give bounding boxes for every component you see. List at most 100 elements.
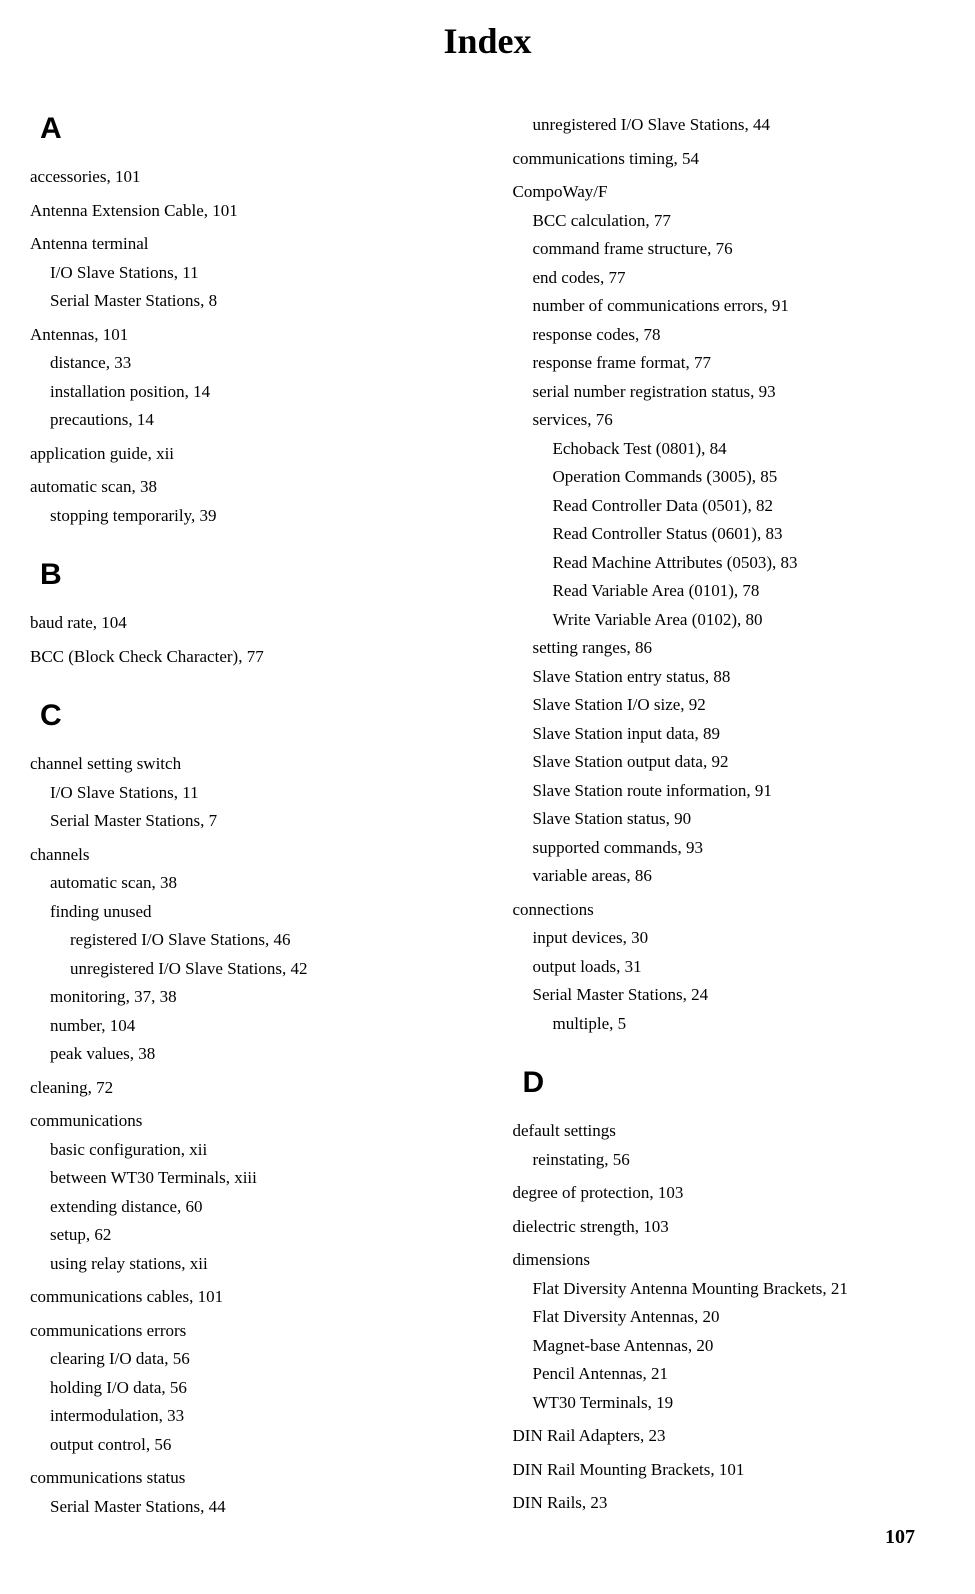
entry-term: dimensions <box>513 1250 590 1269</box>
entry-term: BCC (Block Check Character) <box>30 647 238 666</box>
entry-pages: 84 <box>710 439 727 458</box>
entry-pages: 14 <box>193 382 210 401</box>
entry-group: default settingsreinstating, 56 <box>513 1118 946 1172</box>
entry-separator: , <box>701 439 710 458</box>
entry-separator: , <box>152 873 161 892</box>
index-entry: using relay stations, xii <box>50 1251 463 1277</box>
entry-separator: , <box>164 1349 173 1368</box>
entry-separator: , <box>626 638 635 657</box>
index-entry: Slave Station entry status, 88 <box>533 664 946 690</box>
entry-pages: 39 <box>200 506 217 525</box>
entry-term: Antenna terminal <box>30 234 149 253</box>
index-entry: I/O Slave Stations, 11 <box>50 260 463 286</box>
entry-group: communications timing, 54 <box>513 146 946 172</box>
entry-pages: 24 <box>691 985 708 1004</box>
entry-pages: 86 <box>635 866 652 885</box>
entry-pages: 21 <box>651 1364 668 1383</box>
entry-term: Flat Diversity Antenna Mounting Brackets <box>533 1279 823 1298</box>
entry-term: Slave Station entry status <box>533 667 705 686</box>
index-entry: stopping temporarily, 39 <box>50 503 463 529</box>
entry-term: Slave Station route information <box>533 781 747 800</box>
entry-pages: xiii <box>234 1168 257 1187</box>
index-entry: cleaning, 72 <box>30 1075 463 1101</box>
entry-pages: 78 <box>643 325 660 344</box>
index-entry: response frame format, 77 <box>533 350 946 376</box>
entry-pages: 86 <box>635 638 652 657</box>
index-entry: Read Variable Area (0101), 78 <box>553 578 946 604</box>
index-entry: Antenna Extension Cable, 101 <box>30 198 463 224</box>
index-entry: DIN Rails, 23 <box>513 1490 946 1516</box>
entry-term: basic configuration <box>50 1140 181 1159</box>
entry-term: dielectric strength <box>513 1217 635 1236</box>
entry-separator: , <box>93 613 102 632</box>
entry-pages: 82 <box>756 496 773 515</box>
entry-group: Antenna Extension Cable, 101 <box>30 198 463 224</box>
entry-separator: , <box>177 1197 186 1216</box>
entry-separator: , <box>609 1014 618 1033</box>
entry-separator: , <box>126 987 135 1006</box>
entry-term: response frame format <box>533 353 686 372</box>
entry-separator: , <box>174 783 183 802</box>
index-entry: Pencil Antennas, 21 <box>533 1361 946 1387</box>
entry-term: Slave Station status <box>533 809 666 828</box>
entry-separator: , <box>763 296 772 315</box>
entry-separator: , <box>200 811 209 830</box>
entry-term: variable areas <box>533 866 627 885</box>
entry-separator: , <box>174 263 183 282</box>
entry-term: registered I/O Slave Stations <box>70 930 265 949</box>
entry-separator: , <box>772 553 781 572</box>
entry-pages: 44 <box>209 1497 226 1516</box>
index-entry: Operation Commands (3005), 85 <box>553 464 946 490</box>
index-entry: Antennas, 101 <box>30 322 463 348</box>
entry-group: DIN Rail Adapters, 23 <box>513 1423 946 1449</box>
entry-pages: 33 <box>114 353 131 372</box>
entry-term: communications status <box>30 1468 185 1487</box>
entry-pages: 44 <box>753 115 770 134</box>
index-entry: BCC (Block Check Character), 77 <box>30 644 463 670</box>
entry-pages: 92 <box>711 752 728 771</box>
index-entry: Read Machine Attributes (0503), 83 <box>553 550 946 576</box>
entry-group: unregistered I/O Slave Stations, 44 <box>513 112 946 138</box>
entry-pages: 93 <box>759 382 776 401</box>
entry-term: I/O Slave Stations <box>50 263 174 282</box>
entry-term: Serial Master Stations <box>50 811 200 830</box>
entry-group: automatic scan, 38stopping temporarily, … <box>30 474 463 528</box>
entry-pages: 54 <box>682 149 699 168</box>
entry-term: number <box>50 1016 101 1035</box>
entry-pages: 103 <box>658 1183 684 1202</box>
entry-separator: , <box>674 149 683 168</box>
index-entry: input devices, 30 <box>533 925 946 951</box>
entry-term: Slave Station output data <box>533 752 703 771</box>
entry-separator: , <box>181 1254 190 1273</box>
index-entry: response codes, 78 <box>533 322 946 348</box>
entry-pages: 56 <box>173 1349 190 1368</box>
index-entry: connections <box>513 897 946 923</box>
index-entry: number of communications errors, 91 <box>533 293 946 319</box>
entry-term: communications <box>30 1111 142 1130</box>
entry-term: setup <box>50 1225 86 1244</box>
index-entry: output control, 56 <box>50 1432 463 1458</box>
entry-term: between WT30 Terminals <box>50 1168 226 1187</box>
entry-term: automatic scan <box>50 873 152 892</box>
entry-term: response codes <box>533 325 635 344</box>
entry-separator: , <box>683 985 692 1004</box>
entry-group: BCC (Block Check Character), 77 <box>30 644 463 670</box>
entry-term: Operation Commands (3005) <box>553 467 752 486</box>
index-entry: Serial Master Stations, 7 <box>50 808 463 834</box>
index-entry: channel setting switch <box>30 751 463 777</box>
entry-term: monitoring <box>50 987 126 1006</box>
index-entry: accessories, 101 <box>30 164 463 190</box>
index-entry: DIN Rail Adapters, 23 <box>513 1423 946 1449</box>
entry-pages: xii <box>156 444 174 463</box>
index-entry: dimensions <box>513 1247 946 1273</box>
entry-term: automatic scan <box>30 477 132 496</box>
entry-separator: , <box>649 1183 658 1202</box>
index-entry: I/O Slave Stations, 11 <box>50 780 463 806</box>
entry-pages: xii <box>189 1140 207 1159</box>
index-entry: clearing I/O data, 56 <box>50 1346 463 1372</box>
index-entry: supported commands, 93 <box>533 835 946 861</box>
entry-pages: 89 <box>703 724 720 743</box>
entry-group: dielectric strength, 103 <box>513 1214 946 1240</box>
page-title: Index <box>30 20 945 62</box>
index-entry: Read Controller Status (0601), 83 <box>553 521 946 547</box>
